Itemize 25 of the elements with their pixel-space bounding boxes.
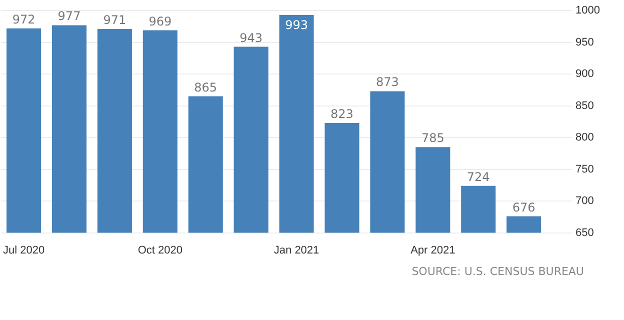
data-label: 993 [285, 18, 308, 32]
y-tick-label: 700 [576, 195, 594, 208]
data-label: 971 [103, 13, 126, 28]
x-tick-label: Jul 2020 [2, 244, 45, 256]
data-label: 865 [194, 80, 218, 94]
data-label: 785 [421, 131, 444, 146]
data-label: 977 [58, 9, 81, 24]
x-tick-label: Jan 2021 [274, 244, 320, 256]
y-tick-label: 750 [576, 163, 594, 176]
data-label: 724 [466, 170, 490, 184]
y-tick-label: 1000 [576, 4, 600, 17]
data-label: 676 [512, 200, 536, 214]
y-tick-label: 650 [576, 226, 594, 239]
y-tick-label: 900 [576, 68, 594, 80]
x-tick-label: Oct 2020 [138, 244, 182, 256]
data-label: 823 [330, 106, 354, 121]
data-label: 972 [12, 12, 36, 26]
y-tick-label: 800 [576, 132, 594, 144]
data-label: 943 [240, 30, 263, 45]
data-label: 873 [376, 75, 399, 90]
data-label: 969 [148, 14, 172, 28]
y-tick-label: 850 [576, 100, 594, 112]
x-tick-label: Apr 2021 [410, 244, 456, 256]
source-note: SOURCE: U.S. CENSUS BUREAU [412, 265, 584, 278]
y-tick-label: 950 [576, 36, 594, 48]
